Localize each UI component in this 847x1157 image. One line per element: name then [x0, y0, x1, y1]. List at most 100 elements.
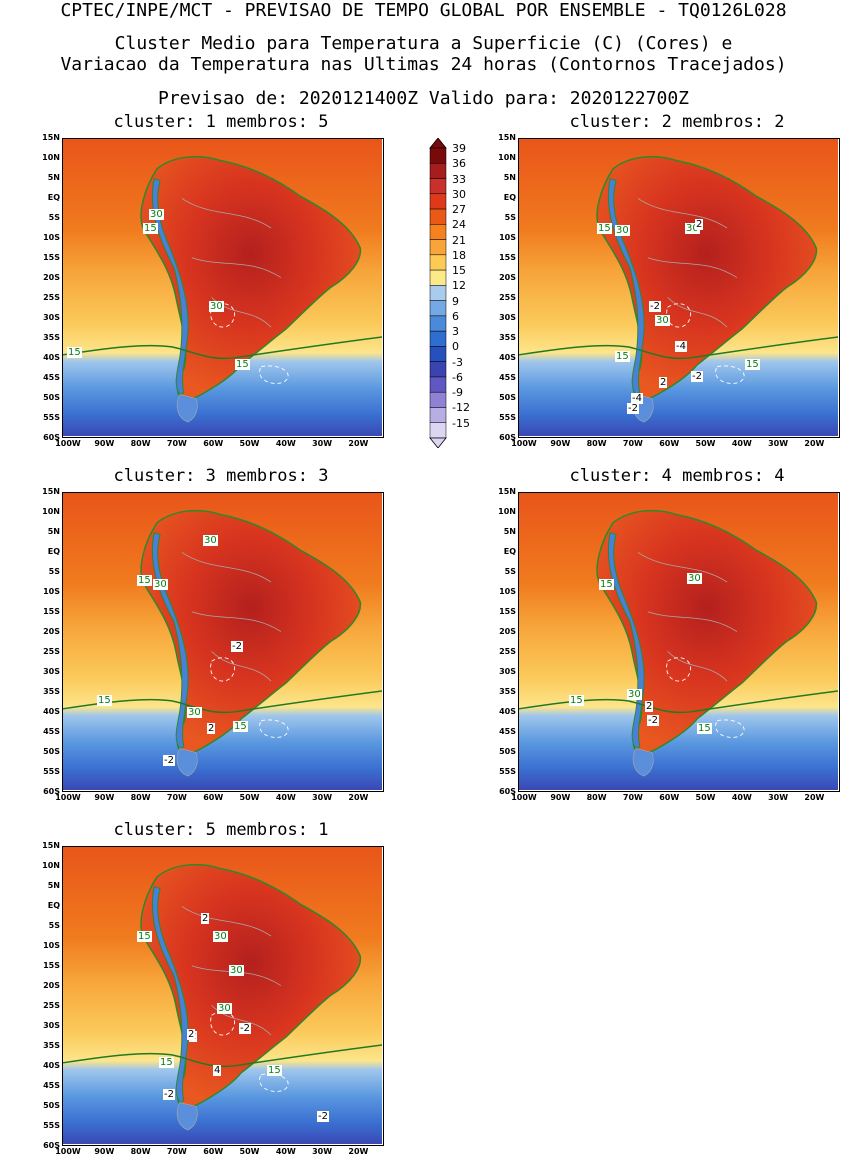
longitude-tick: 90W — [550, 793, 571, 802]
colorbar-swatch — [429, 285, 447, 301]
contour-label: -4 — [675, 341, 687, 352]
latitude-tick: 55S — [499, 413, 516, 422]
contour-label: 30 — [217, 1003, 232, 1014]
latitude-tick: 40S — [43, 707, 60, 716]
colorbar-swatch — [429, 147, 447, 164]
latitude-tick: 20S — [43, 627, 60, 636]
longitude-tick: 50W — [695, 793, 716, 802]
latitude-tick: 55S — [499, 767, 516, 776]
contour-label: 15 — [233, 721, 248, 732]
colorbar-swatch — [429, 193, 447, 210]
map-panel: 30 15 15 30 2 -2 15 — [518, 492, 840, 792]
latitude-tick: 5S — [48, 921, 60, 930]
colorbar-swatch — [429, 178, 447, 195]
latitude-tick: 40S — [499, 707, 516, 716]
latitude-tick: 50S — [43, 393, 60, 402]
latitude-tick: 15N — [42, 487, 60, 496]
colorbar-swatch — [429, 361, 447, 378]
continent-shape — [140, 509, 362, 755]
dashed-variation-contours — [210, 303, 289, 384]
contour-label: -2 — [317, 1111, 329, 1122]
contour-label: 2 — [207, 723, 216, 734]
latitude-tick: 20S — [43, 273, 60, 282]
contour-label: -2 — [647, 715, 659, 726]
contour-label: 15 — [697, 723, 712, 734]
latitude-tick: EQ — [47, 901, 60, 910]
latitude-tick: 5S — [504, 213, 516, 222]
colorbar-label: 24 — [452, 218, 466, 232]
contour-15c — [63, 690, 382, 714]
contour-label: 4 — [213, 1065, 222, 1076]
latitude-tick: 25S — [499, 647, 516, 656]
longitude-tick: 20W — [804, 793, 825, 802]
longitude-tick: 40W — [275, 793, 296, 802]
latitude-tick: 30S — [499, 667, 516, 676]
colorbar-scale — [429, 138, 447, 448]
longitude-tick: 60W — [659, 793, 680, 802]
latitude-tick: 5S — [504, 567, 516, 576]
colorbar-label: 3 — [452, 325, 459, 339]
longitude-tick: 70W — [166, 793, 187, 802]
dashed-variation-contours — [666, 657, 745, 738]
colorbar-swatch — [429, 163, 447, 179]
latitude-tick: 10S — [43, 233, 60, 242]
latitude-tick: 15S — [499, 253, 516, 262]
political-borders — [181, 552, 282, 682]
political-borders — [637, 198, 738, 328]
latitude-tick: 5N — [47, 881, 60, 890]
colorbar-swatch — [429, 254, 447, 271]
latitude-tick: 5N — [47, 173, 60, 182]
latitude-tick: 5S — [48, 567, 60, 576]
contour-label: 30 — [149, 209, 164, 220]
latitude-tick: 30S — [43, 1021, 60, 1030]
latitude-tick: 35S — [43, 1041, 60, 1050]
latitude-tick: 50S — [43, 1101, 60, 1110]
map-panel: 15 30 30 2 -2 30 -4 15 15 -2 2 -4 -2 — [518, 138, 840, 438]
latitude-tick: 35S — [499, 333, 516, 342]
longitude-tick: 50W — [695, 439, 716, 448]
contour-label: 15 — [569, 695, 584, 706]
colorbar-label: 27 — [452, 203, 466, 217]
contour-label: 30 — [627, 689, 642, 700]
temperature-field — [63, 139, 382, 436]
colorbar-label: 6 — [452, 309, 459, 323]
colorbar-swatch — [429, 315, 447, 332]
contour-label: 15 — [599, 579, 614, 590]
continent-shape — [596, 509, 818, 755]
contour-15c — [63, 1044, 382, 1068]
temperature-field — [63, 847, 382, 1144]
temperature-field — [519, 139, 838, 436]
contour-label: -2 — [691, 371, 703, 382]
contour-label: 15 — [137, 931, 152, 942]
colorbar-label: 9 — [452, 294, 459, 308]
latitude-tick: 5S — [48, 213, 60, 222]
latitude-tick: 10S — [43, 941, 60, 950]
longitude-tick: 60W — [203, 793, 224, 802]
colorbar-swatch — [429, 407, 447, 423]
colorbar-swatch — [429, 208, 447, 225]
latitude-tick: 50S — [499, 747, 516, 756]
header-line-2: Cluster Medio para Temperatura a Superfi… — [114, 33, 733, 54]
latitude-tick: 60S — [43, 433, 60, 442]
contour-label: 15 — [235, 359, 250, 370]
colorbar-swatch — [429, 376, 447, 393]
colorbar-swatch — [429, 300, 447, 317]
colorbar-top-arrow — [429, 138, 447, 149]
longitude-tick: 50W — [239, 1147, 260, 1156]
contour-label: 2 — [695, 219, 704, 230]
contour-label: -2 — [627, 403, 639, 414]
longitude-tick: 90W — [94, 439, 115, 448]
latitude-tick: 50S — [499, 393, 516, 402]
latitude-tick: 30S — [43, 667, 60, 676]
latitude-tick: 30S — [499, 313, 516, 322]
longitude-tick: 50W — [239, 439, 260, 448]
contour-label: -2 — [163, 1089, 175, 1100]
contour-15c — [519, 336, 838, 360]
colorbar-label: -15 — [452, 416, 470, 430]
contour-label: 30 — [209, 301, 224, 312]
temperature-field — [63, 493, 382, 790]
contour-label: -2 — [231, 641, 243, 652]
latitude-tick: 40S — [43, 1061, 60, 1070]
colorbar-swatch — [429, 224, 447, 240]
colorbar-label: 30 — [452, 187, 466, 201]
